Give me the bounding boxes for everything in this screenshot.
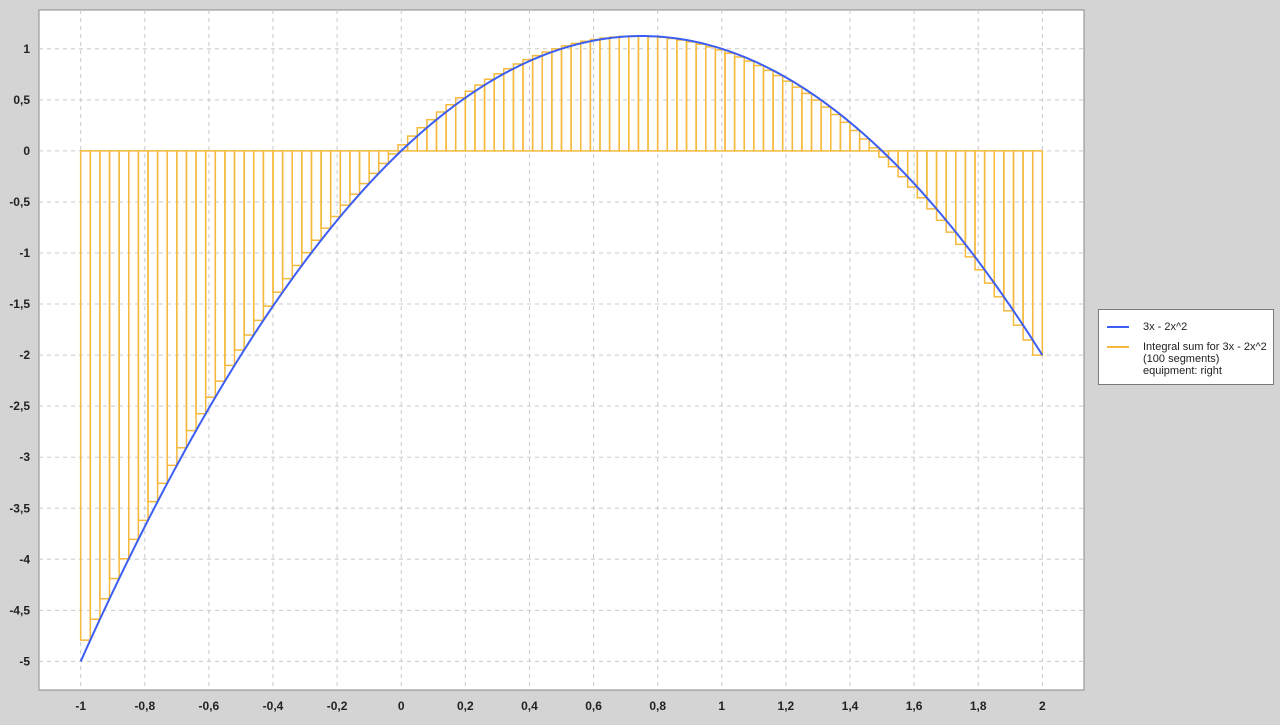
legend-swatch-function (1107, 326, 1129, 328)
y-tick-label-9: -3,5 (9, 501, 30, 515)
y-tick-label-3: -0,5 (9, 195, 30, 209)
legend-swatch-integral-sum (1107, 346, 1129, 348)
y-tick-label-5: -1,5 (9, 297, 30, 311)
y-tick-label-10: -4 (19, 552, 30, 566)
sum-bar-81 (858, 138, 870, 152)
y-tick-label-11: -4,5 (9, 603, 30, 617)
y-tick-label-8: -3 (19, 450, 30, 464)
tick-labels: -1 -0,8 -0,6 -0,4 -0,2 0 0,2 0,4 0,6 0,8 1 1,2 1,4 1,… (9, 42, 1046, 713)
x-tick-label-0: -1 (75, 699, 86, 713)
y-tick-label-7: -2,5 (9, 399, 30, 413)
y-tick-label-1: 0,5 (13, 93, 30, 107)
x-tick-label-9: 0,8 (649, 699, 666, 713)
y-tick-label-2: 0 (23, 144, 30, 158)
x-tick-label-10: 1 (718, 699, 725, 713)
x-tick-label-2: -0,6 (199, 699, 220, 713)
legend-label-function: 3x - 2x^2 (1143, 321, 1188, 333)
x-tick-label-11: 1,2 (778, 699, 795, 713)
legend-entry-integral-sum: Integral sum for 3x - 2x^2 (100 segments… (1107, 341, 1267, 377)
x-tick-label-3: -0,4 (263, 699, 284, 713)
legend: 3x - 2x^2 Integral sum for 3x - 2x^2 (10… (1098, 309, 1274, 385)
x-tick-label-12: 1,4 (842, 699, 859, 713)
x-tick-label-14: 1,8 (970, 699, 987, 713)
x-tick-label-13: 1,6 (906, 699, 923, 713)
x-tick-label-15: 2 (1039, 699, 1046, 713)
function-curve (79, 35, 1044, 662)
legend-label-integral-sum: Integral sum for 3x - 2x^2 (100 segments… (1143, 341, 1267, 377)
y-tick-label-6: -2 (19, 348, 30, 362)
x-tick-label-7: 0,4 (521, 699, 538, 713)
sum-bar-31 (378, 150, 390, 165)
x-tick-label-5: 0 (398, 699, 405, 713)
curve-layer (79, 35, 1044, 662)
sum-bar-99 (1031, 150, 1044, 356)
x-tick-label-1: -0,8 (134, 699, 155, 713)
x-tick-label-4: -0,2 (327, 699, 348, 713)
y-tick-label-12: -5 (19, 654, 30, 668)
sum-bar-82 (868, 147, 880, 152)
sum-bar-32 (387, 150, 399, 155)
x-tick-label-8: 0,6 (585, 699, 602, 713)
legend-entry-function: 3x - 2x^2 (1107, 321, 1187, 333)
y-tick-label-4: -1 (19, 246, 30, 260)
y-tick-label-0: 1 (23, 42, 30, 56)
integral-sum-bars (79, 35, 1044, 641)
x-tick-label-6: 0,2 (457, 699, 474, 713)
